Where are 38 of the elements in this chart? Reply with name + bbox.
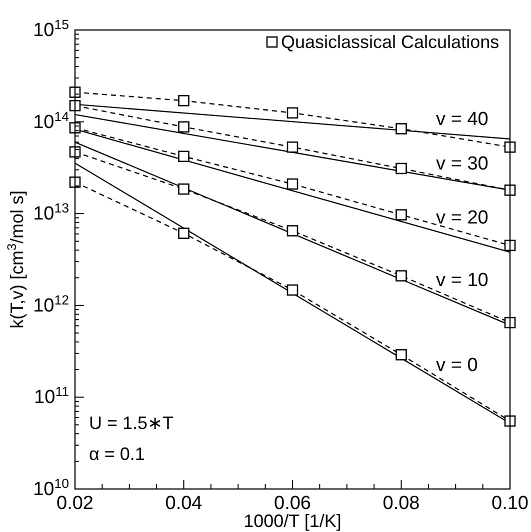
y-tick-label: 10$^{13}$	[33, 200, 69, 225]
legend-label: Quasiclassical Calculations	[281, 32, 500, 52]
x-tick-label: 0.10	[492, 493, 528, 514]
x-tick-label: 0.06	[274, 493, 311, 514]
point	[504, 184, 516, 196]
point	[504, 141, 516, 153]
y-tick-label: 10$^{14}$	[33, 108, 69, 133]
point	[178, 183, 190, 195]
point	[69, 86, 81, 98]
series-label: v = 10	[436, 270, 488, 292]
point	[69, 100, 81, 112]
x-axis-title: 1000/T [1/K]	[244, 511, 342, 531]
point	[286, 141, 298, 153]
annotation: α = 0.1	[89, 444, 145, 464]
point	[286, 284, 298, 296]
point	[286, 107, 298, 119]
point	[396, 123, 407, 134]
point	[69, 176, 81, 188]
y-tick-label: 10$^{12}$	[33, 292, 69, 316]
point	[178, 228, 190, 239]
point	[178, 150, 190, 162]
series-label: v = 20	[436, 207, 488, 228]
point	[178, 121, 190, 133]
point	[178, 94, 190, 106]
y-tick-label: 10$^{15}$	[33, 16, 69, 41]
x-tick-label: 0.04	[165, 493, 203, 514]
y-tick-label: 10$^{11}$	[34, 384, 69, 408]
point	[286, 225, 298, 236]
point	[396, 209, 407, 220]
point	[396, 162, 407, 174]
series-label: v = 0	[436, 355, 478, 376]
annotation: U = 1.5∗T	[89, 413, 174, 433]
point	[396, 270, 407, 282]
x-tick-label: 0.08	[382, 493, 420, 514]
point	[286, 178, 298, 190]
point	[396, 349, 407, 360]
series-label: v = 40	[436, 109, 488, 130]
series-label: v = 30	[436, 153, 488, 174]
